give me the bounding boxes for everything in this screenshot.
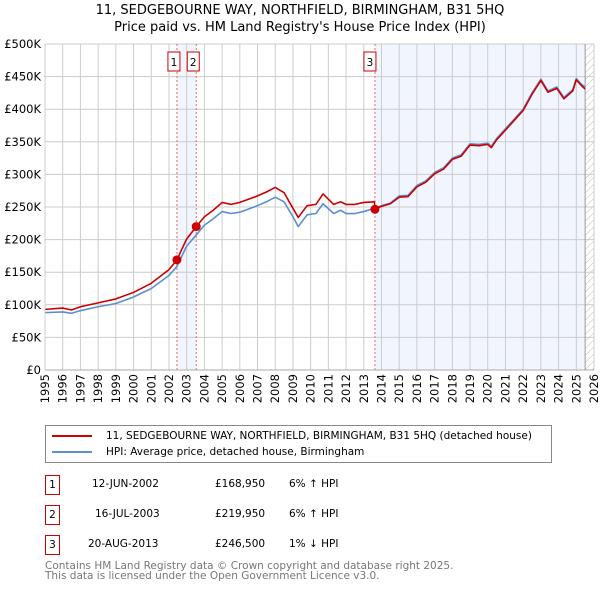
transaction-row: 1 12-JUN-2002 £168,950 6% ↑ HPI <box>45 475 545 495</box>
x-tick-label: 2014 <box>374 374 388 403</box>
y-tick-label: £200K <box>4 233 41 247</box>
transaction-price: £219,950 <box>215 508 266 520</box>
price-chart: £0 £50K £100K £150K £200K £250K £300K £350K £400… <box>4 37 600 403</box>
legend: 11, SEDGEBOURNE WAY, NORTHFIELD, BIRMING… <box>45 425 552 463</box>
legend-item-property: 11, SEDGEBOURNE WAY, NORTHFIELD, BIRMING… <box>46 428 532 444</box>
legend-label: HPI: Average price, detached house, Birm… <box>106 446 365 458</box>
x-tick-label: 1997 <box>73 374 87 403</box>
transaction-date: 16-JUL-2003 <box>95 508 160 520</box>
transaction-hpi: 1% ↓ HPI <box>289 538 339 550</box>
footer: Contains HM Land Registry data © Crown c… <box>45 560 454 582</box>
x-tick-label: 2012 <box>339 374 353 403</box>
x-tick-label: 1995 <box>38 374 52 403</box>
x-tick-label: 2018 <box>445 374 459 403</box>
sale-point-3 <box>370 204 380 214</box>
transaction-row: 3 20-AUG-2013 £246,500 1% ↓ HPI <box>45 535 545 555</box>
x-tick-label: 2022 <box>516 374 530 403</box>
x-tick-label: 2016 <box>410 374 424 403</box>
footer-licence: This data is licensed under the Open Gov… <box>45 570 380 582</box>
y-tick-label: £250K <box>4 200 41 214</box>
transaction-hpi: 6% ↑ HPI <box>289 508 339 520</box>
x-tick-label: 2021 <box>498 374 512 403</box>
x-tick-label: 2006 <box>233 374 247 403</box>
x-tick-label: 2015 <box>392 374 406 403</box>
x-tick-label: 2000 <box>127 374 141 403</box>
x-tick-label: 2005 <box>215 374 229 403</box>
y-tick-label: £50K <box>12 330 42 344</box>
y-tick-label: £400K <box>4 102 41 116</box>
marker-badge: 1 <box>45 475 60 495</box>
x-tick-label: 2025 <box>569 374 583 403</box>
y-tick-label: £0 <box>26 363 41 377</box>
x-tick-label: 1996 <box>56 374 70 403</box>
transaction-price: £168,950 <box>215 478 266 490</box>
x-tick-label: 2013 <box>357 374 371 403</box>
legend-label: 11, SEDGEBOURNE WAY, NORTHFIELD, BIRMING… <box>106 430 532 442</box>
x-tick-label: 2024 <box>552 374 566 403</box>
title-line: 11, SEDGEBOURNE WAY, NORTHFIELD, BIRMING… <box>95 3 505 18</box>
x-tick-label: 2020 <box>481 374 495 403</box>
y-tick-label: £100K <box>4 298 41 312</box>
footer-copyright: Contains HM Land Registry data © Crown c… <box>45 560 454 572</box>
transaction-hpi: 6% ↑ HPI <box>289 478 339 490</box>
sale-point-1 <box>172 255 182 265</box>
transaction-row: 2 16-JUL-2003 £219,950 6% ↑ HPI <box>45 505 545 525</box>
x-tick-label: 1999 <box>109 374 123 403</box>
x-tick-label: 2004 <box>197 374 211 403</box>
x-tick-label: 2001 <box>144 374 158 403</box>
property-price-line <box>44 79 586 311</box>
x-tick-label: 2011 <box>321 374 335 403</box>
sale-point-2 <box>191 222 201 232</box>
x-tick-label: 2003 <box>180 374 194 403</box>
x-tick-label: 1998 <box>91 374 105 403</box>
transaction-price: £246,500 <box>215 538 266 550</box>
x-tick-label: 2010 <box>304 374 318 403</box>
legend-item-hpi: HPI: Average price, detached house, Birm… <box>46 444 364 460</box>
x-tick-label: 2019 <box>463 374 477 403</box>
y-tick-label: £450K <box>4 70 41 84</box>
marker-label: 2 <box>190 57 197 69</box>
x-tick-label: 2026 <box>587 374 600 403</box>
hpi-line <box>44 77 586 315</box>
subtitle-line: Price paid vs. HM Land Registry's House … <box>114 20 486 35</box>
transaction-date: 12-JUN-2002 <box>92 478 159 490</box>
marker-box <box>363 51 377 72</box>
chart-title: 11, SEDGEBOURNE WAY, NORTHFIELD, BIRMING… <box>0 2 600 36</box>
y-tick-label: £500K <box>4 37 41 51</box>
marker-badge: 2 <box>45 505 60 525</box>
x-tick-label: 2007 <box>251 374 265 403</box>
legend-swatch-blue <box>52 451 92 453</box>
marker-label: 1 <box>171 57 178 69</box>
x-tick-label: 2023 <box>534 374 548 403</box>
x-tick-label: 2008 <box>268 374 282 403</box>
y-tick-label: £300K <box>4 167 41 181</box>
marker-badge: 3 <box>45 535 60 555</box>
legend-swatch-red <box>52 435 92 437</box>
y-tick-label: £150K <box>4 265 41 279</box>
x-tick-label: 2002 <box>162 374 176 403</box>
transaction-date: 20-AUG-2013 <box>88 538 159 550</box>
marker-label: 3 <box>367 57 374 69</box>
x-tick-label: 2017 <box>428 374 442 403</box>
y-tick-label: £350K <box>4 135 41 149</box>
x-tick-label: 2009 <box>286 374 300 403</box>
marker-box <box>167 51 181 72</box>
marker-box <box>186 51 200 72</box>
